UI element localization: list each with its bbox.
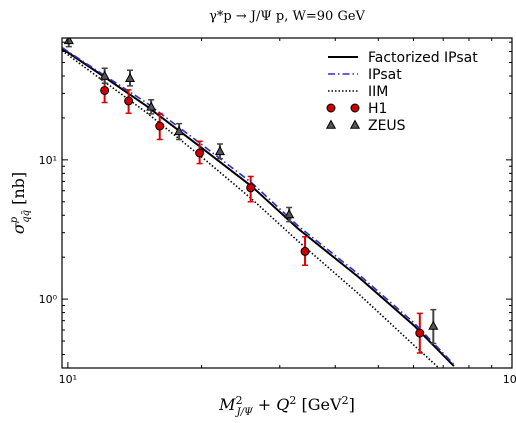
series-line	[62, 47, 455, 367]
x-tick-label: 10²	[503, 373, 516, 386]
y-tick-label: 10¹	[39, 154, 57, 167]
plot-frame	[61, 37, 513, 369]
x-axis-title: M2 J/Ψ + Q2 [GeV2]	[218, 394, 355, 418]
series-line	[62, 46, 455, 365]
data-point	[155, 121, 165, 131]
x-tick-label: 10¹	[59, 373, 77, 386]
data-point	[195, 148, 205, 158]
legend-label: H1	[368, 101, 387, 117]
data-point	[124, 72, 136, 83]
legend-marker	[326, 103, 336, 113]
y-tick-label: 10⁰	[39, 293, 58, 306]
legend-label: IIM	[368, 84, 388, 100]
legend-label: IPsat	[368, 67, 402, 83]
data-point	[415, 328, 425, 338]
data-point	[246, 183, 256, 193]
legend-label: ZEUS	[368, 118, 406, 134]
axis-ticks: 10¹ 10² 10⁰ 10¹	[39, 38, 516, 386]
data-point	[300, 246, 310, 256]
data-point	[174, 125, 185, 136]
legend-marker	[325, 119, 337, 129]
legend-marker	[350, 103, 360, 113]
plot-area	[62, 38, 455, 368]
series-line	[62, 49, 441, 368]
legend-marker	[349, 119, 361, 129]
chart-title: γ*p → J/Ψ p, W=90 GeV	[209, 9, 365, 24]
data-point	[214, 145, 225, 156]
data-point	[284, 208, 295, 219]
data-point	[63, 38, 74, 45]
data-point	[428, 320, 439, 330]
data-point	[99, 70, 110, 80]
legend-label: Factorized IPsat	[368, 50, 478, 66]
y-axis-title: σpqq̄ [nb]	[9, 172, 32, 234]
data-point	[100, 85, 110, 95]
data-point	[146, 101, 157, 111]
data-point	[124, 96, 134, 106]
